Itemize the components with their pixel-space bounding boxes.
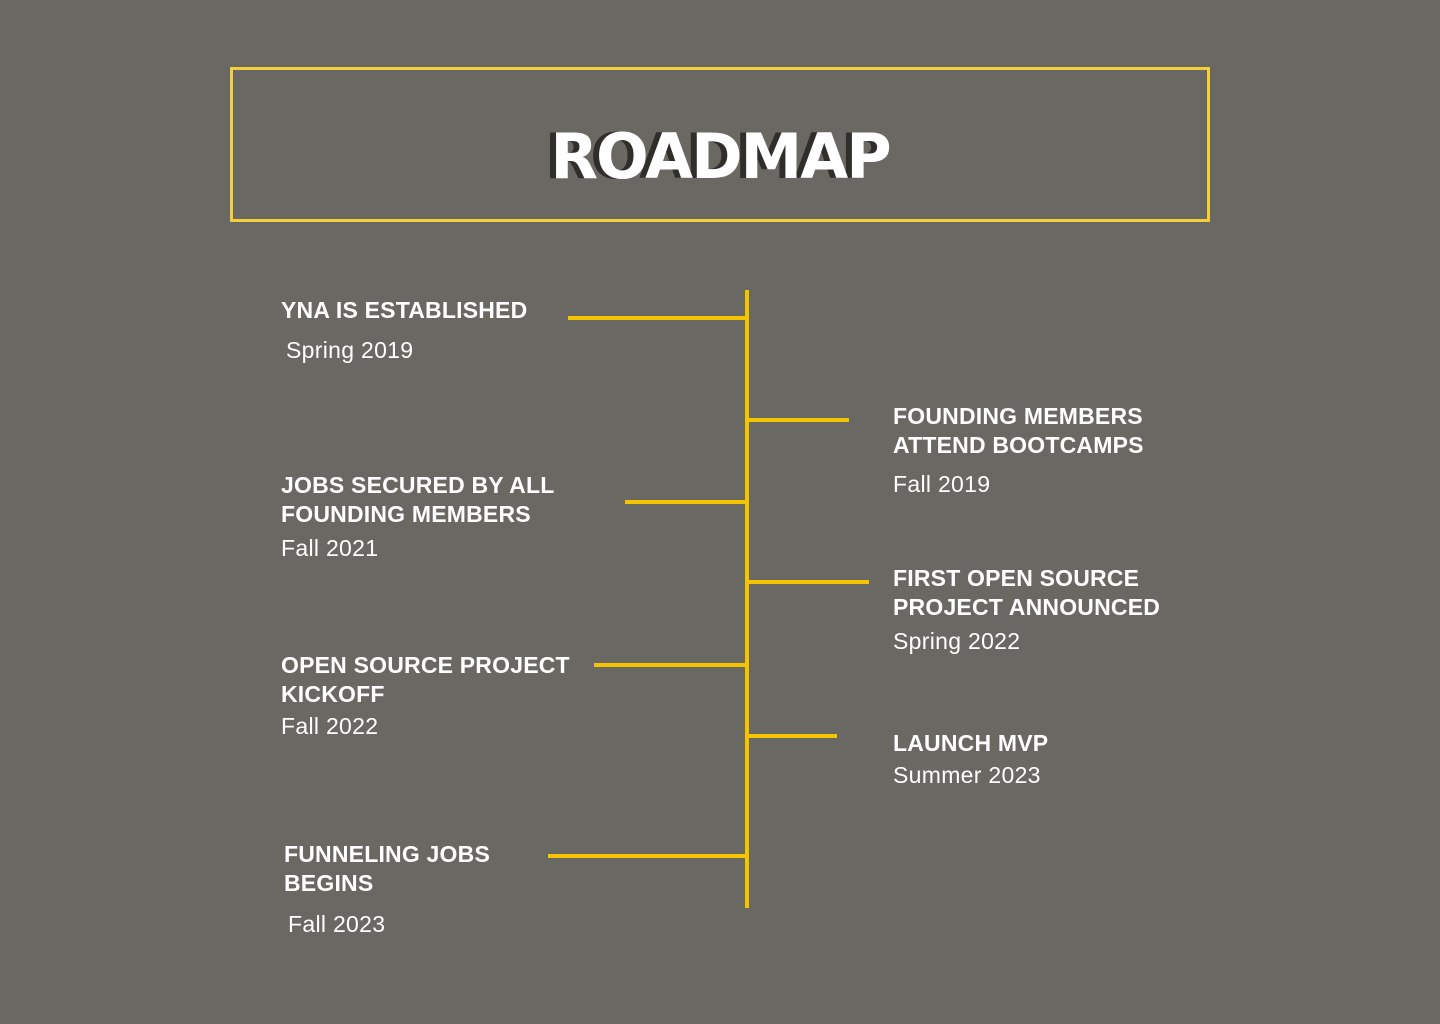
milestone-connector bbox=[747, 734, 837, 738]
milestone-heading: JOBS SECURED BY ALL FOUNDING MEMBERS bbox=[281, 472, 555, 527]
milestone-connector bbox=[747, 418, 849, 422]
milestone-date: Fall 2019 bbox=[893, 471, 991, 497]
milestone-connector bbox=[568, 316, 747, 320]
milestone-date: Summer 2023 bbox=[893, 762, 1041, 788]
milestone-heading: YNA IS ESTABLISHED bbox=[281, 297, 528, 323]
milestone-date: Fall 2022 bbox=[281, 713, 379, 739]
milestone-date: Fall 2023 bbox=[288, 911, 386, 937]
title-wrap: ROADMAP ROADMAP bbox=[233, 122, 1207, 192]
milestone-connector bbox=[594, 663, 747, 667]
milestone-heading: LAUNCH MVP bbox=[893, 730, 1049, 756]
milestone-connector bbox=[747, 580, 869, 584]
milestone-heading: FUNNELING JOBS BEGINS bbox=[284, 841, 490, 896]
milestone-connector bbox=[625, 500, 747, 504]
milestone-heading: FIRST OPEN SOURCE PROJECT ANNOUNCED bbox=[893, 565, 1161, 620]
title-shadow: ROADMAP bbox=[544, 120, 885, 193]
milestone-heading: FOUNDING MEMBERS ATTEND BOOTCAMPS bbox=[893, 403, 1144, 458]
milestone-date: Spring 2019 bbox=[286, 337, 414, 363]
milestone-date: Spring 2022 bbox=[893, 628, 1021, 654]
title-frame: ROADMAP ROADMAP bbox=[230, 67, 1210, 222]
milestone-connector bbox=[548, 854, 747, 858]
page-title: ROADMAP bbox=[550, 120, 891, 193]
timeline-spine bbox=[745, 290, 749, 908]
milestone-date: Fall 2021 bbox=[281, 535, 379, 561]
milestone-heading: OPEN SOURCE PROJECT KICKOFF bbox=[281, 652, 570, 707]
